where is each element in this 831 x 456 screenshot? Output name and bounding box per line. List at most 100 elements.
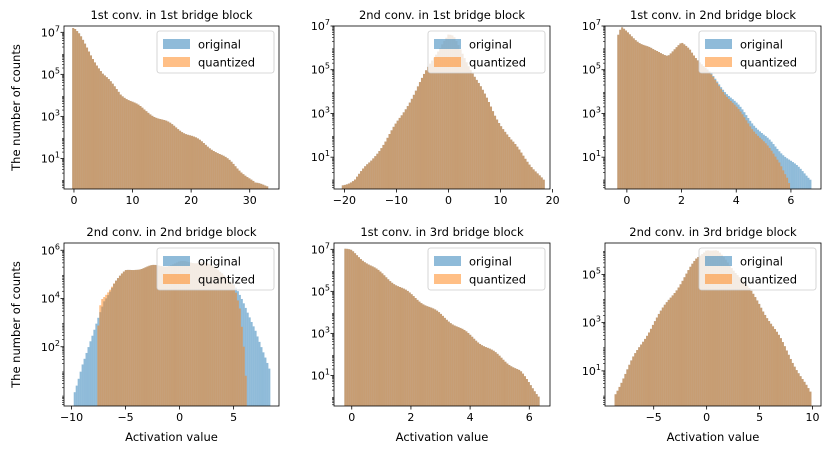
- histogram-bar-quantized: [445, 37, 448, 189]
- histogram-bar-quantized: [252, 180, 255, 189]
- histogram-bar-quantized: [120, 273, 123, 406]
- bars-group: [614, 250, 812, 406]
- histogram-bar-quantized: [232, 285, 235, 406]
- histogram-bar-quantized: [496, 119, 499, 189]
- histogram-bar-original: [256, 336, 259, 406]
- histogram-bar-quantized: [665, 302, 668, 406]
- subplot-3: 0 2 4 6 101 103 105 107 1st conv. in 2nd bridge …: [582, 8, 822, 207]
- histogram-bar-original: [807, 177, 810, 189]
- x-tick-label: 30: [243, 194, 257, 207]
- histogram-bar-quantized: [755, 133, 758, 189]
- legend-swatch-original: [163, 39, 190, 49]
- histogram-bar-quantized: [76, 31, 79, 189]
- histogram-bar-quantized: [525, 379, 528, 406]
- histogram-bar-quantized: [117, 91, 120, 189]
- histogram-bar-original: [81, 364, 84, 406]
- histogram-bar-quantized: [204, 144, 207, 189]
- histogram-bar-quantized: [661, 54, 664, 189]
- histogram-bar-quantized: [211, 265, 214, 406]
- histogram-bar-quantized: [354, 253, 357, 406]
- histogram-bar-quantized: [264, 185, 267, 189]
- histogram-bar-quantized: [132, 270, 135, 406]
- x-tick-label: 0: [176, 411, 183, 424]
- histogram-bar-quantized: [679, 43, 682, 189]
- y-tick-label: 101: [582, 149, 601, 164]
- histogram-bar-quantized: [469, 70, 472, 189]
- histogram-bar-quantized: [107, 79, 110, 189]
- x-tick-label: 10: [806, 411, 820, 424]
- histogram-bar-quantized: [242, 174, 245, 189]
- histogram-bar-quantized: [438, 312, 441, 406]
- histogram-bar-quantized: [250, 179, 253, 189]
- histogram-bar-quantized: [177, 129, 180, 189]
- histogram-bar-quantized: [240, 172, 243, 189]
- histogram-bar-quantized: [665, 55, 668, 189]
- histogram-bar-quantized: [229, 281, 232, 406]
- histogram-bar-quantized: [152, 264, 155, 406]
- subplot-title: 2nd conv. in 1st bridge block: [359, 8, 525, 22]
- legend-label-original: original: [740, 38, 783, 52]
- histogram-bar-quantized: [661, 307, 664, 406]
- histogram-bar-quantized: [164, 266, 167, 406]
- histogram-bar-quantized: [397, 286, 400, 406]
- y-tick-label: 103: [41, 108, 60, 123]
- x-tick-label: 20: [546, 194, 560, 207]
- histogram-bar-original: [79, 371, 82, 406]
- histogram-bar-quantized: [496, 353, 499, 406]
- histogram-bar-quantized: [171, 124, 174, 189]
- histogram-bar-quantized: [621, 27, 624, 189]
- legend-label-quantized: quantized: [198, 273, 255, 287]
- x-tick-label: 5: [756, 411, 763, 424]
- histogram-bar-quantized: [169, 122, 172, 189]
- histogram-bar-quantized: [498, 355, 501, 406]
- histogram-bar-quantized: [683, 44, 686, 189]
- histogram-bar-quantized: [221, 273, 224, 406]
- histogram-bar-quantized: [475, 340, 478, 406]
- histogram-bar-quantized: [113, 86, 116, 189]
- histogram-bar-quantized: [205, 263, 208, 406]
- histogram-bar-quantized: [508, 137, 511, 189]
- x-tick-label: −10: [60, 411, 83, 424]
- histogram-bar-quantized: [770, 323, 773, 406]
- histogram-bar-quantized: [227, 279, 230, 406]
- histogram-bar-quantized: [756, 300, 759, 406]
- histogram-bar-quantized: [727, 98, 730, 189]
- legend-swatch-quantized: [434, 274, 461, 284]
- histogram-bar-quantized: [527, 382, 530, 406]
- histogram-bar-quantized: [492, 111, 495, 189]
- histogram-bar-quantized: [803, 381, 806, 406]
- histogram-bar-quantized: [490, 349, 493, 406]
- histogram-bar-quantized: [399, 287, 401, 406]
- y-tick-label: 101: [311, 367, 330, 382]
- histogram-bar-quantized: [105, 77, 108, 189]
- histogram-bar-quantized: [406, 106, 409, 189]
- histogram-bar-quantized: [532, 169, 535, 189]
- histogram-bar-quantized: [624, 373, 627, 406]
- histogram-bar-quantized: [512, 367, 515, 406]
- histogram-bar-quantized: [486, 347, 489, 406]
- y-tick-label: 106: [41, 242, 60, 257]
- histogram-bar-quantized: [346, 248, 349, 406]
- histogram-bar-quantized: [753, 131, 756, 189]
- histogram-bar-quantized: [494, 115, 497, 189]
- histogram-bar-quantized: [778, 162, 781, 189]
- histogram-bar-quantized: [99, 305, 102, 406]
- histogram-bar-quantized: [200, 141, 203, 189]
- x-tick-label: 2: [407, 411, 414, 424]
- histogram-bar-quantized: [214, 152, 217, 189]
- histogram-bar-quantized: [687, 270, 690, 406]
- histogram-bar-quantized: [698, 62, 701, 189]
- axes-frame: [63, 242, 280, 407]
- histogram-bar-quantized: [691, 263, 694, 406]
- histogram-bar-quantized: [97, 325, 100, 406]
- histogram-bar-quantized: [341, 185, 344, 189]
- histogram-bar-quantized: [459, 327, 462, 406]
- histogram-bar-quantized: [258, 183, 261, 189]
- histogram-bar-original: [252, 326, 255, 406]
- histogram-bar-quantized: [344, 248, 347, 406]
- histogram-bar-quantized: [720, 254, 723, 406]
- histogram-bar-quantized: [784, 174, 787, 189]
- histogram-bar-quantized: [193, 263, 196, 406]
- histogram-bar-original: [260, 347, 263, 406]
- histogram-bar-quantized: [789, 358, 792, 406]
